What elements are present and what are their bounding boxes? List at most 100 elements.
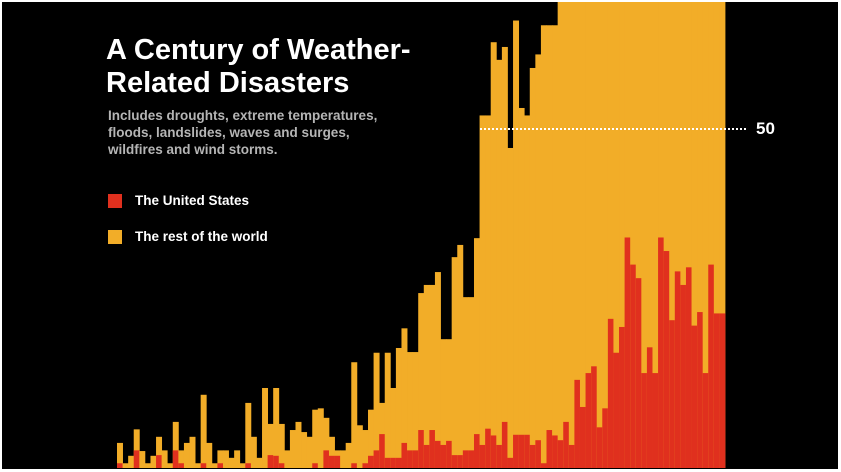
- bar-rest-of-world: [490, 42, 497, 468]
- bar-us: [407, 450, 414, 468]
- bar-rest-of-world: [596, 2, 603, 468]
- bar-rest-of-world: [139, 451, 146, 468]
- bar-rest-of-world: [262, 387, 269, 468]
- bar-us: [462, 450, 469, 468]
- bar-rest-of-world: [607, 2, 614, 468]
- bar-us: [373, 450, 380, 468]
- bar-us: [412, 450, 419, 468]
- bar-us: [663, 251, 670, 468]
- bar-rest-of-world: [568, 2, 575, 468]
- bar-us: [384, 457, 391, 468]
- bar-us: [702, 373, 709, 468]
- bar-rest-of-world: [518, 107, 525, 469]
- bar-us: [485, 428, 492, 468]
- bar-rest-of-world: [328, 436, 335, 468]
- bar-us: [368, 455, 374, 468]
- bar-us: [624, 237, 631, 468]
- bar-us: [440, 444, 447, 468]
- bar-rest-of-world: [278, 423, 285, 468]
- bar-us: [713, 313, 720, 468]
- bar-rest-of-world: [702, 2, 709, 468]
- bar-rest-of-world: [172, 421, 179, 468]
- bar-us: [312, 463, 319, 468]
- bar-rest-of-world: [239, 463, 246, 468]
- bar-us: [490, 435, 497, 468]
- bar-rest-of-world: [574, 2, 581, 468]
- bar-us: [619, 326, 625, 468]
- bar-rest-of-world: [713, 2, 720, 468]
- bar-us: [708, 264, 715, 468]
- bar-us: [133, 450, 140, 468]
- bar-rest-of-world: [501, 46, 508, 468]
- bar-rest-of-world: [546, 25, 553, 469]
- bar-rest-of-world: [345, 442, 352, 468]
- bar-us: [507, 457, 514, 468]
- bar-rest-of-world: [658, 2, 665, 468]
- bar-us: [418, 430, 425, 468]
- bar-rest-of-world: [150, 455, 157, 468]
- bar-us: [563, 421, 570, 468]
- bar-us: [602, 408, 609, 468]
- bar-rest-of-world: [312, 409, 319, 468]
- bar-rest-of-world: [323, 417, 330, 468]
- bar-us: [552, 435, 559, 468]
- bar-us: [658, 237, 665, 468]
- bar-rest-of-world: [697, 2, 704, 468]
- bar-rest-of-world: [473, 238, 480, 468]
- bar-us: [579, 406, 586, 468]
- bar-rest-of-world: [161, 450, 168, 468]
- bar-us: [245, 463, 252, 468]
- bar-us: [496, 444, 503, 468]
- bar-us: [172, 450, 179, 468]
- bar-rest-of-world: [579, 2, 586, 468]
- bar-rest-of-world: [222, 450, 229, 468]
- bar-us: [529, 444, 536, 468]
- bar-us: [267, 455, 274, 468]
- bar-rest-of-world: [479, 115, 486, 468]
- bar-rest-of-world: [390, 387, 397, 468]
- bar-us: [685, 267, 692, 468]
- bar-rest-of-world: [156, 436, 163, 468]
- bar-us: [473, 434, 480, 468]
- bar-rest-of-world: [691, 2, 698, 468]
- bar-us: [451, 455, 458, 468]
- bar-us: [328, 455, 335, 468]
- bar-rest-of-world: [451, 257, 458, 468]
- bar-us: [273, 455, 280, 468]
- bar-rest-of-world: [663, 2, 670, 468]
- bar-rest-of-world: [462, 297, 469, 468]
- bar-us: [323, 450, 330, 468]
- bar-rest-of-world: [401, 328, 408, 468]
- bar-us: [217, 463, 224, 468]
- bar-rest-of-world: [468, 297, 475, 468]
- bar-rest-of-world: [250, 436, 257, 468]
- bar-us: [557, 440, 564, 468]
- bar-us: [334, 455, 341, 468]
- bar-us: [574, 379, 581, 468]
- bar-rest-of-world: [295, 421, 302, 468]
- bar-us: [401, 442, 408, 468]
- bar-rest-of-world: [407, 352, 414, 468]
- bar-rest-of-world: [167, 463, 174, 468]
- bar-rest-of-world: [144, 463, 151, 468]
- bar-us: [518, 434, 525, 468]
- bar-us: [156, 455, 163, 468]
- bar-rest-of-world: [591, 2, 598, 468]
- bar-rest-of-world: [200, 394, 207, 468]
- bar-rest-of-world: [211, 463, 218, 468]
- bar-us: [652, 373, 659, 468]
- bar-rest-of-world: [178, 450, 185, 468]
- bar-us: [641, 373, 648, 468]
- legend-item-rest-of-world: The rest of the world: [108, 229, 268, 244]
- bar-rest-of-world: [256, 457, 263, 468]
- bar-us: [468, 450, 475, 468]
- bar-rest-of-world: [440, 339, 447, 468]
- bar-us: [178, 463, 185, 468]
- bar-us: [395, 457, 402, 468]
- bar-us: [680, 284, 687, 468]
- bar-us: [501, 421, 508, 468]
- bar-us: [117, 463, 123, 468]
- bar-us: [535, 440, 542, 468]
- bar-us: [479, 444, 486, 468]
- bar-rest-of-world: [602, 2, 609, 468]
